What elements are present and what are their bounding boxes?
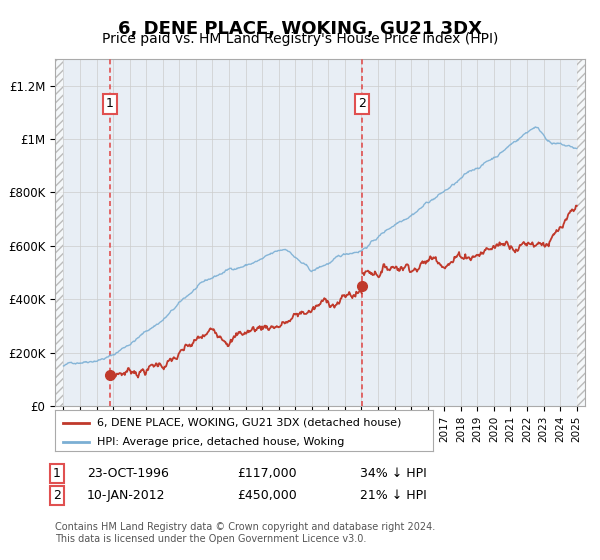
Bar — [55, 59, 64, 406]
Text: Price paid vs. HM Land Registry's House Price Index (HPI): Price paid vs. HM Land Registry's House … — [102, 32, 498, 46]
Text: 6, DENE PLACE, WOKING, GU21 3DX: 6, DENE PLACE, WOKING, GU21 3DX — [118, 20, 482, 38]
Text: 2: 2 — [53, 489, 61, 502]
Bar — [577, 59, 585, 406]
Text: 1: 1 — [53, 466, 61, 480]
Text: 21% ↓ HPI: 21% ↓ HPI — [360, 489, 427, 502]
Bar — [577, 59, 585, 406]
Text: Contains HM Land Registry data © Crown copyright and database right 2024.
This d: Contains HM Land Registry data © Crown c… — [55, 522, 436, 544]
Text: 1: 1 — [106, 97, 114, 110]
Text: £450,000: £450,000 — [237, 489, 297, 502]
Text: 34% ↓ HPI: 34% ↓ HPI — [360, 466, 427, 480]
Text: 23-OCT-1996: 23-OCT-1996 — [87, 466, 169, 480]
Text: HPI: Average price, detached house, Woking: HPI: Average price, detached house, Woki… — [97, 437, 344, 447]
Text: 2: 2 — [358, 97, 366, 110]
Text: 6, DENE PLACE, WOKING, GU21 3DX (detached house): 6, DENE PLACE, WOKING, GU21 3DX (detache… — [97, 418, 401, 428]
Bar — [55, 59, 64, 406]
Text: £117,000: £117,000 — [237, 466, 296, 480]
Text: 10-JAN-2012: 10-JAN-2012 — [87, 489, 166, 502]
